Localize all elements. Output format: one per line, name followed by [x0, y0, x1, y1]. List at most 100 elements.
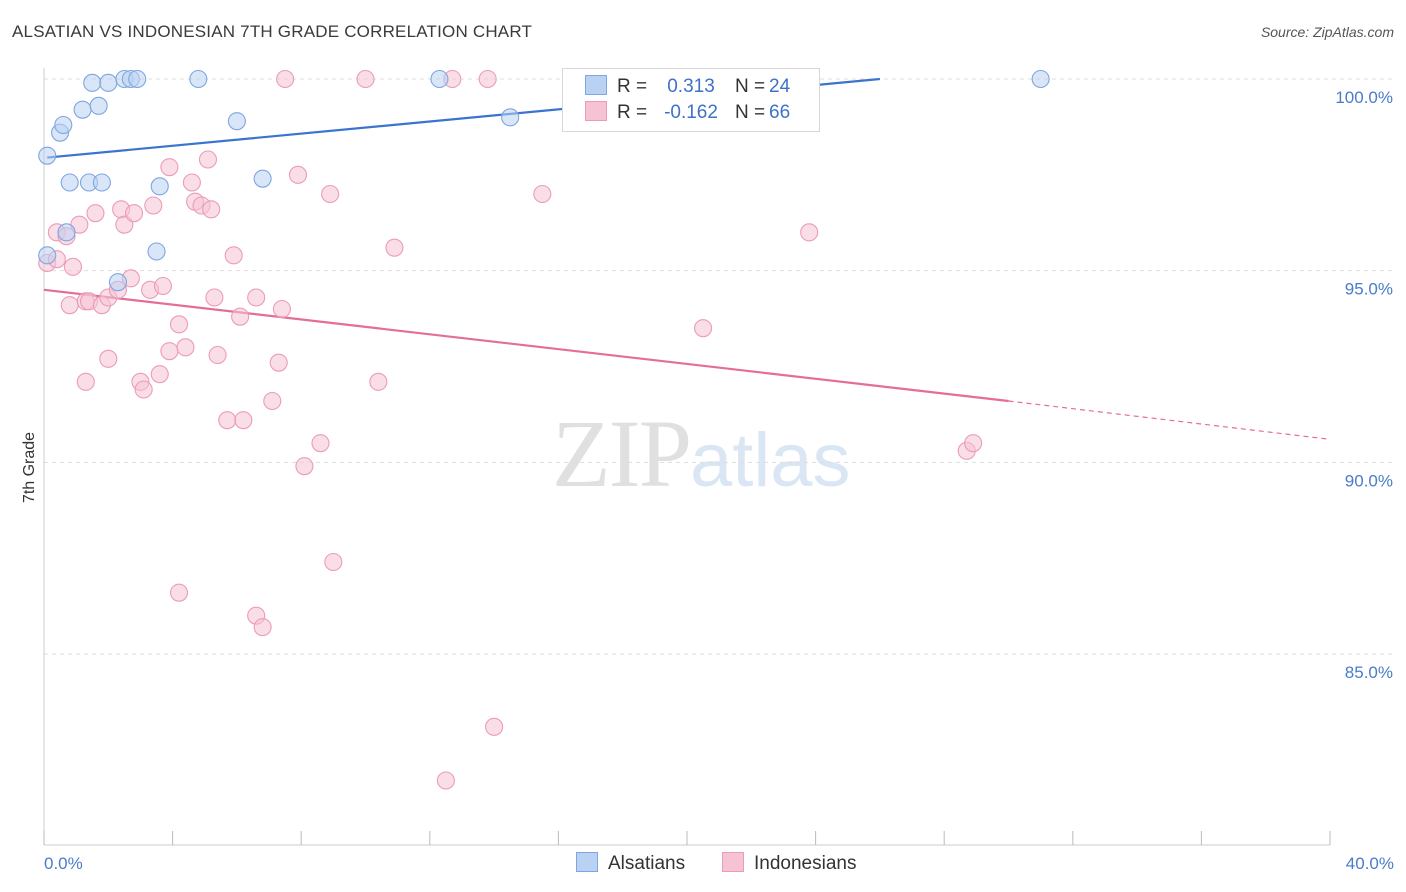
indonesians-point: [202, 200, 221, 219]
indonesians-point: [86, 204, 105, 223]
watermark-zip: ZIP: [552, 400, 692, 507]
indonesians-point: [169, 315, 189, 334]
y-tick-label: 100.0%: [1335, 88, 1393, 107]
indonesians-point: [205, 288, 224, 307]
indonesians-point: [231, 307, 250, 326]
alsatians-point: [253, 169, 272, 188]
indonesians-point: [169, 583, 189, 602]
alsatians-point: [189, 69, 208, 89]
alsatians-point: [147, 242, 166, 261]
indonesians-point: [153, 276, 173, 296]
indonesians-swatch: [585, 101, 607, 121]
alsatians-point: [128, 69, 147, 89]
indonesians-point: [533, 184, 552, 204]
alsatians-point: [108, 273, 127, 292]
indonesians-point: [964, 434, 983, 453]
x-tick-label: 40.0%: [1346, 854, 1394, 873]
legend-row-indonesians: R = -0.162 N = 66: [585, 101, 790, 125]
tick-labels: 85.0% 90.0% 95.0% 100.0% 0.0% 40.0% 7th Grade: [21, 88, 1394, 873]
alsatians-point: [54, 115, 73, 135]
watermark-atlas: atlas: [690, 418, 851, 503]
bottom-legend-alsatians: Alsatians: [576, 852, 685, 875]
x-tick-label: 0.0%: [44, 854, 83, 873]
indonesians-point: [234, 411, 253, 430]
axes: [43, 68, 1331, 846]
watermark: ZIPatlas: [552, 398, 851, 509]
indonesians-point: [150, 365, 169, 384]
alsatians-points: [38, 69, 1050, 292]
indonesians-swatch: [722, 852, 744, 872]
alsatians-point: [430, 69, 449, 89]
indonesians-point: [478, 69, 497, 89]
indonesians-point: [76, 372, 95, 391]
alsatians-point: [150, 177, 169, 196]
alsatians-point: [501, 108, 520, 127]
indonesians-point: [160, 342, 179, 361]
indonesians-point: [324, 552, 343, 572]
legend-r-value: 0.313: [667, 76, 715, 97]
alsatians-point: [38, 146, 57, 165]
legend-r-value: -0.162: [664, 102, 718, 123]
indonesians-point: [224, 246, 243, 265]
bottom-legend-indonesians: Indonesians: [722, 852, 856, 875]
indonesians-point: [263, 391, 282, 411]
correlation-legend: R = 0.313 N = 24 R = -0.162 N = 66: [562, 68, 820, 132]
legend-label-alsatians: Alsatians: [608, 853, 686, 874]
legend-n-value: 66: [769, 102, 791, 123]
indonesians-point: [311, 434, 330, 453]
indonesians-trend-line: [43, 288, 1009, 403]
indonesians-point: [288, 165, 308, 184]
alsatians-point: [60, 173, 79, 192]
y-axis-title: 7th Grade: [21, 432, 38, 503]
indonesians-point: [134, 380, 153, 399]
legend-n-value: 24: [769, 76, 791, 97]
legend-r-label: R =: [617, 76, 648, 97]
indonesians-point: [800, 223, 819, 242]
indonesians-point: [144, 196, 163, 215]
alsatians-point: [92, 173, 111, 192]
alsatians-point: [227, 112, 246, 131]
legend-label-indonesians: Indonesians: [754, 853, 857, 874]
legend-n-label: N =: [735, 76, 766, 97]
indonesians-point: [176, 338, 195, 357]
chart-source: Source: ZipAtlas.com: [1260, 24, 1394, 40]
legend-n-label: N =: [735, 102, 766, 123]
indonesians-point: [485, 717, 504, 736]
legend-r-label: R =: [617, 102, 648, 123]
indonesians-point: [694, 319, 713, 338]
indonesians-point: [276, 69, 295, 89]
alsatians-point: [57, 223, 76, 242]
indonesians-point: [208, 345, 227, 365]
indonesians-trend-extension: [1008, 400, 1331, 440]
alsatians-point: [83, 73, 102, 92]
indonesians-point: [356, 69, 375, 89]
indonesians-point: [182, 173, 201, 192]
indonesians-points: [38, 69, 983, 790]
alsatians-point: [89, 96, 108, 115]
y-tick-label: 95.0%: [1345, 280, 1393, 299]
indonesians-point: [160, 158, 179, 177]
indonesians-point: [321, 184, 340, 204]
indonesians-point: [269, 353, 288, 372]
legend-row-alsatians: R = 0.313 N = 24: [585, 75, 790, 99]
indonesians-point: [295, 457, 314, 476]
alsatians-point: [73, 100, 92, 119]
indonesians-point: [436, 771, 455, 790]
indonesians-point: [272, 299, 291, 319]
alsatians-point: [99, 73, 118, 92]
indonesians-point: [218, 411, 237, 430]
indonesians-point: [385, 238, 404, 257]
y-tick-label: 90.0%: [1345, 471, 1393, 490]
indonesians-point: [253, 618, 272, 637]
alsatians-swatch: [585, 75, 607, 95]
alsatians-swatch: [576, 852, 598, 872]
indonesians-point: [369, 372, 388, 391]
alsatians-point: [1031, 69, 1050, 89]
y-tick-label: 85.0%: [1345, 663, 1393, 682]
indonesians-point: [124, 204, 144, 223]
chart-title: ALSATIAN VS INDONESIAN 7TH GRADE CORRELA…: [12, 22, 533, 41]
indonesians-point: [247, 288, 266, 307]
indonesians-point: [99, 349, 118, 368]
indonesians-point: [198, 150, 218, 169]
